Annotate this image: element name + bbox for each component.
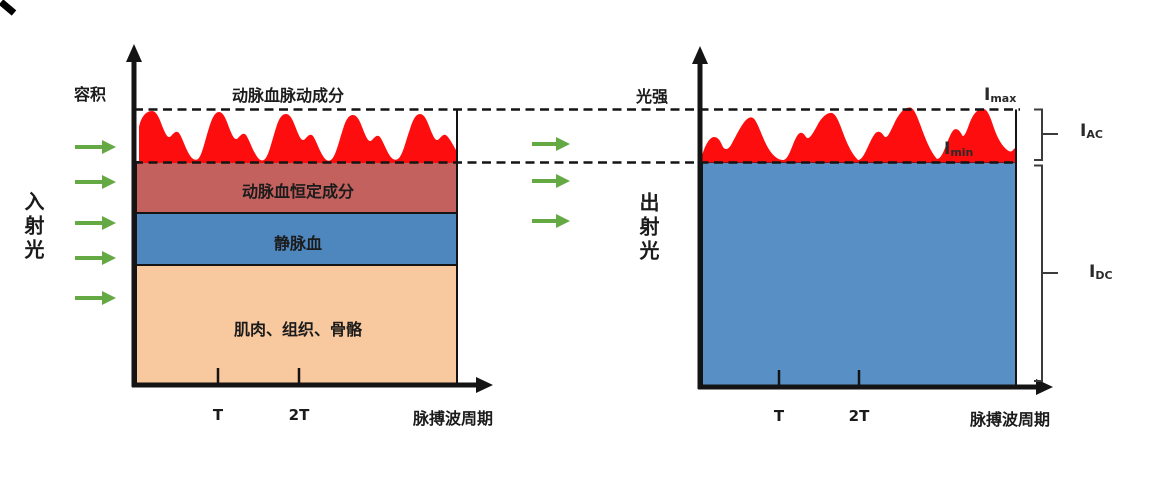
imax-label: Imax bbox=[984, 85, 1016, 105]
output-wave bbox=[702, 107, 1015, 163]
iac-sub: AC bbox=[1086, 128, 1103, 141]
intensity-axis-label: 光强 bbox=[635, 87, 668, 106]
left-tick-label-T: T bbox=[212, 406, 224, 424]
right-x-axis-label: 脉搏波周期 bbox=[969, 410, 1050, 429]
venous-layer bbox=[135, 212, 458, 266]
pulsatile-wave bbox=[139, 111, 457, 163]
output-ray-arrow bbox=[532, 214, 570, 228]
tissue-layer bbox=[135, 264, 458, 386]
arterial-constant-label: 动脉血恒定成分 bbox=[241, 182, 354, 201]
imax-base: I bbox=[984, 85, 991, 105]
iac-base: I bbox=[1080, 121, 1087, 141]
imin-base: I bbox=[944, 139, 951, 159]
pulsatile-component-label: 动脉血脉动成分 bbox=[231, 86, 344, 105]
incident-ray-arrow bbox=[75, 175, 116, 189]
left-tick-label-2T: 2T bbox=[288, 406, 310, 424]
incident-light-label: 入射光 bbox=[21, 191, 45, 263]
corner-artifact bbox=[0, 0, 17, 16]
right-time-axis-arrowhead bbox=[1036, 379, 1053, 395]
intensity-axis-arrowhead bbox=[692, 46, 708, 64]
iac-label: IAC bbox=[1080, 121, 1103, 141]
incident-ray-arrow bbox=[75, 140, 116, 154]
dc-area bbox=[701, 161, 1017, 388]
right-tick-label-T: T bbox=[773, 407, 785, 425]
idc-label: IDC bbox=[1089, 262, 1113, 282]
venous-label: 静脉血 bbox=[273, 234, 322, 253]
output-ray-arrow bbox=[532, 174, 570, 188]
volume-axis-arrowhead bbox=[126, 44, 142, 62]
idc-sub: DC bbox=[1095, 269, 1113, 282]
iac-brace bbox=[1034, 108, 1058, 161]
left-x-axis-label: 脉搏波周期 bbox=[412, 409, 493, 428]
tissue-label: 肌肉、组织、骨骼 bbox=[233, 320, 362, 339]
left-time-axis-arrowhead bbox=[476, 377, 493, 393]
output-ray-arrow bbox=[532, 137, 570, 151]
imin-label: Imin bbox=[944, 139, 973, 159]
idc-base: I bbox=[1089, 262, 1096, 282]
right-tick-label-2T: 2T bbox=[848, 407, 870, 425]
incident-ray-arrow bbox=[75, 291, 116, 305]
incident-ray-arrow bbox=[75, 216, 116, 230]
imin-sub: min bbox=[950, 146, 974, 159]
imax-sub: max bbox=[990, 92, 1017, 105]
transmitted-light-label: 出射光 bbox=[636, 192, 660, 264]
idc-brace bbox=[1034, 164, 1058, 382]
volume-axis-label: 容积 bbox=[73, 85, 106, 104]
arterial-constant-layer bbox=[135, 161, 458, 214]
incident-ray-arrow bbox=[75, 251, 116, 265]
